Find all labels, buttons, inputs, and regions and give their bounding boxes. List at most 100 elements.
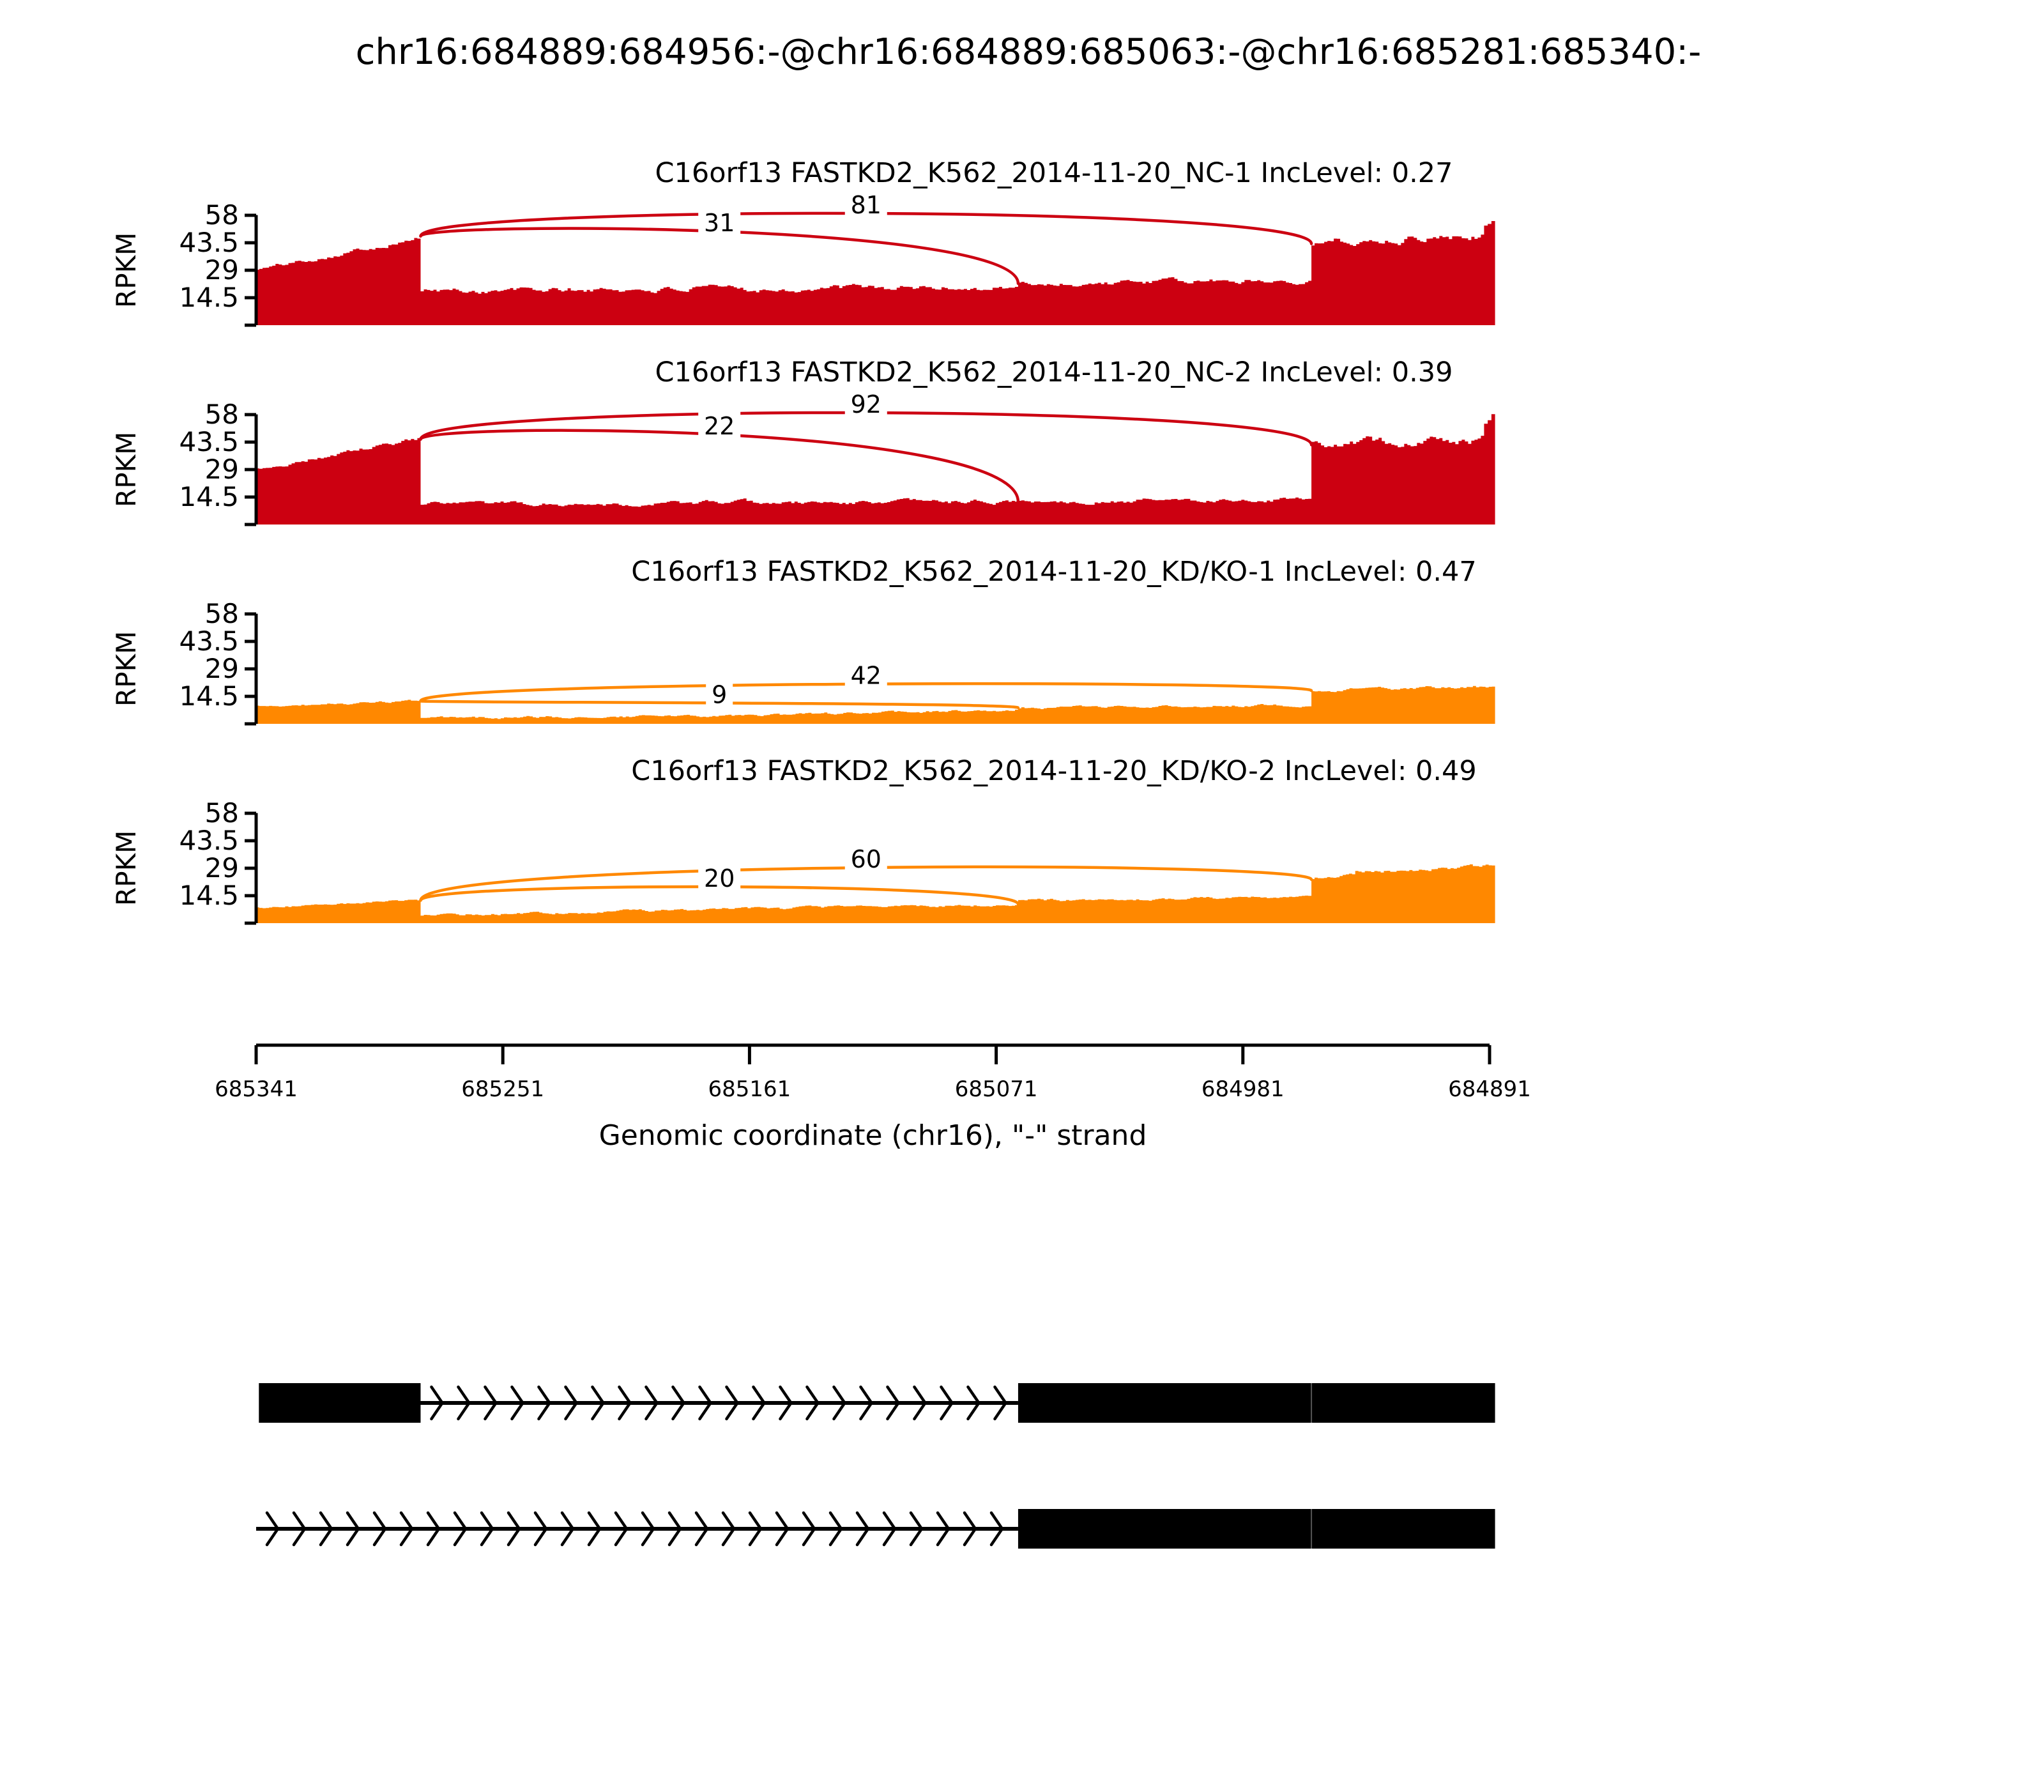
rpkm-tick-label: 14.5 (179, 880, 239, 911)
intron-arrow-icon (480, 1511, 494, 1547)
rpkm-tick-label: 29 (205, 653, 239, 684)
coverage-area (256, 414, 1495, 525)
x-axis: 685341 685251 685161 685071 684981 684891 Geno… (215, 1043, 1531, 1152)
junction-count-bg (698, 410, 741, 442)
intron-arrow-icon (694, 1511, 709, 1547)
intron-arrow-icon (292, 1511, 307, 1547)
intron-arrow-icon (775, 1511, 789, 1547)
intron-arrow-icon (641, 1511, 655, 1547)
rpkm-tick-label: 29 (205, 454, 239, 485)
intron-arrow-icon (698, 1385, 713, 1421)
transcript-model-inclusion-isoform (259, 1383, 1495, 1423)
exon-box (259, 1383, 421, 1423)
intron-arrow-icon (779, 1385, 793, 1421)
intron-arrow-icon (510, 1385, 525, 1421)
intron-arrow-icon (966, 1385, 981, 1421)
junction-count-label: 42 (851, 662, 881, 690)
intron-arrow-icon (346, 1511, 360, 1547)
intron-arrow-icon (372, 1511, 387, 1547)
intron-arrow-icon (533, 1511, 548, 1547)
rpkm-axis-label: RPKM (111, 631, 142, 707)
rpkm-axis-label: RPKM (111, 233, 142, 308)
intron-arrow-icon (936, 1511, 950, 1547)
intron-arrow-icon (963, 1511, 977, 1547)
x-axis-tick-label: 685251 (461, 1076, 544, 1102)
intron-arrow-icon (752, 1385, 766, 1421)
intron-arrow-icon (564, 1385, 579, 1421)
rpkm-axis-label: RPKM (111, 432, 142, 507)
intron-arrow-icon (507, 1511, 521, 1547)
intron-arrow-icon (614, 1511, 629, 1547)
rpkm-tick-label: 29 (205, 254, 239, 286)
x-axis-tick-label: 684891 (1448, 1076, 1531, 1102)
intron-arrow-icon (560, 1511, 575, 1547)
track-title: C16orf13 FASTKD2_K562_2014-11-20_NC-1 In… (655, 157, 1453, 189)
intron-arrow-icon (721, 1511, 736, 1547)
junction-count-bg (706, 678, 733, 710)
rpkm-tick-label: 43.5 (179, 227, 239, 258)
exon-box (1018, 1383, 1495, 1423)
x-axis-title: Genomic coordinate (chr16), "-" strand (599, 1119, 1147, 1152)
rpkm-tick-label: 14.5 (179, 481, 239, 512)
intron-arrow-icon (989, 1511, 1004, 1547)
rpkm-tick-label: 58 (205, 199, 239, 231)
coverage-area (256, 864, 1495, 923)
intron-arrow-icon (909, 1511, 924, 1547)
intron-arrow-icon (457, 1385, 471, 1421)
intron-arrow-icon (802, 1511, 816, 1547)
intron-arrow-icon (426, 1511, 441, 1547)
intron-arrow-icon (587, 1511, 602, 1547)
rpkm-tick-label: 43.5 (179, 625, 239, 657)
transcript-models (256, 1383, 1495, 1549)
track-title: C16orf13 FASTKD2_K562_2014-11-20_KD/KO-2… (631, 755, 1477, 787)
figure-title: chr16:684889:684956:-@chr16:684889:68506… (356, 31, 1702, 73)
intron-arrow-icon (993, 1385, 1008, 1421)
junction-count-bg (844, 188, 887, 221)
intron-arrow-icon (855, 1511, 870, 1547)
intron-arrow-icon (430, 1385, 445, 1421)
exon-box (1018, 1509, 1495, 1549)
junction-count-bg (698, 206, 741, 239)
rpkm-tick-label: 14.5 (179, 282, 239, 313)
rpkm-tick-label: 43.5 (179, 426, 239, 457)
junction-count-label: 92 (851, 390, 881, 418)
x-axis-tick-label: 685071 (955, 1076, 1038, 1102)
junction-count-label: 60 (851, 845, 881, 873)
junction-count-bg (844, 659, 887, 691)
rpkm-tick-label: 29 (205, 852, 239, 884)
intron-arrow-icon (667, 1511, 682, 1547)
x-axis-tick-label: 684981 (1201, 1076, 1285, 1102)
intron-arrow-icon (671, 1385, 686, 1421)
coverage-area (256, 221, 1495, 325)
intron-arrow-icon (618, 1385, 632, 1421)
junction-count-label: 20 (704, 864, 735, 892)
rpkm-tick-label: 58 (205, 598, 239, 629)
intron-arrow-icon (319, 1511, 333, 1547)
junction-count-label: 31 (704, 209, 735, 237)
intron-arrow-icon (484, 1385, 498, 1421)
junction-count-bg (698, 862, 741, 894)
intron-arrow-icon (886, 1385, 901, 1421)
intron-arrow-icon (453, 1511, 468, 1547)
intron-arrow-icon (805, 1385, 820, 1421)
track-title: C16orf13 FASTKD2_K562_2014-11-20_NC-2 In… (655, 356, 1453, 388)
intron-arrow-icon (913, 1385, 927, 1421)
intron-arrow-icon (644, 1385, 659, 1421)
track-title: C16orf13 FASTKD2_K562_2014-11-20_KD/KO-1… (631, 556, 1477, 588)
intron-arrow-icon (725, 1385, 740, 1421)
junction-count-bg (844, 843, 887, 875)
intron-arrow-icon (265, 1511, 280, 1547)
rpkm-tick-label: 58 (205, 399, 239, 430)
x-axis-tick-label: 685341 (215, 1076, 298, 1102)
intron-arrow-icon (537, 1385, 552, 1421)
rpkm-tick-label: 14.5 (179, 680, 239, 712)
coverage-area (256, 685, 1495, 724)
